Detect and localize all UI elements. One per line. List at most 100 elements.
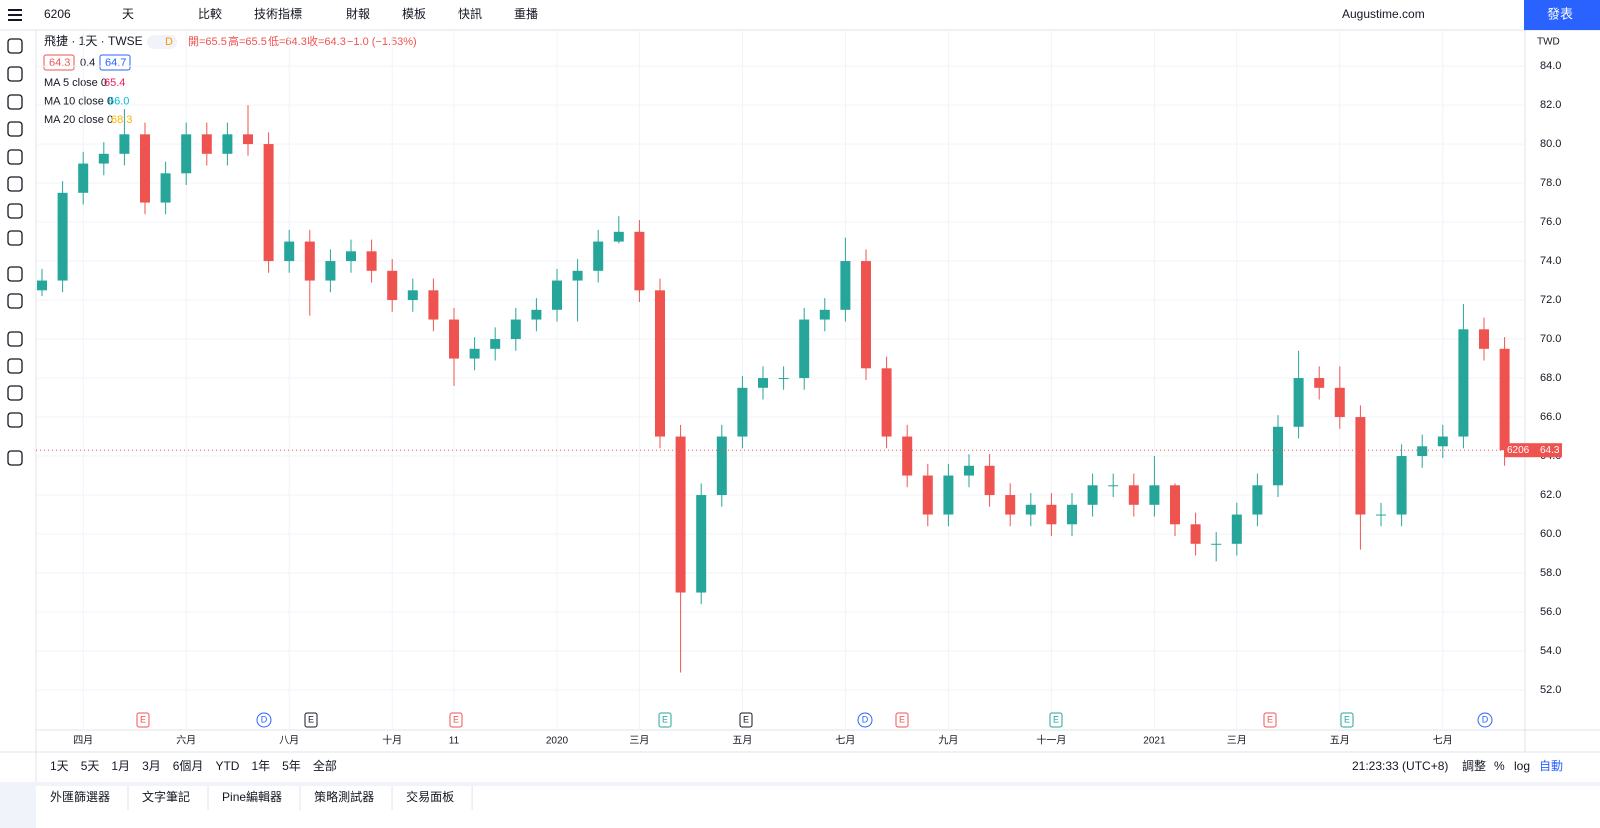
event-label[interactable]: D <box>1482 714 1489 724</box>
financials[interactable]: 財報 <box>346 6 370 21</box>
tool-icon[interactable] <box>7 121 23 137</box>
event-label[interactable]: E <box>1053 714 1059 724</box>
tool-icon[interactable] <box>7 450 23 466</box>
auto[interactable]: 自動 <box>1539 759 1563 773</box>
candle-body <box>1458 329 1469 437</box>
candle-body <box>1376 514 1386 516</box>
candle-body <box>1211 543 1222 545</box>
y-tick-label: 78.0 <box>1540 177 1561 189</box>
tool-icon[interactable] <box>7 94 23 110</box>
tool-icon[interactable] <box>7 331 23 347</box>
event-icon[interactable] <box>256 712 272 728</box>
last-price-box <box>1504 443 1562 458</box>
percent[interactable]: % <box>1494 759 1505 773</box>
range-button[interactable]: 全部 <box>313 758 337 773</box>
tool-icon[interactable] <box>7 203 23 219</box>
event-label[interactable]: E <box>1267 714 1273 724</box>
alerts[interactable]: 快訊 <box>458 6 482 21</box>
range-button[interactable]: 5天 <box>81 759 100 773</box>
x-tick-label: 2021 <box>1143 736 1166 747</box>
event-icon[interactable] <box>304 712 318 728</box>
candle-body <box>407 290 418 301</box>
candle-body <box>1417 446 1428 457</box>
top-bar <box>0 0 1600 30</box>
range-button[interactable]: 5年 <box>282 759 301 773</box>
event-icon[interactable] <box>857 712 873 728</box>
event-icon[interactable] <box>1477 712 1493 728</box>
event-icon[interactable] <box>1263 712 1277 728</box>
event-label[interactable]: E <box>1344 714 1350 724</box>
currency[interactable]: TWD <box>1537 37 1560 48</box>
tool-icon[interactable] <box>7 293 23 309</box>
indicators[interactable]: 技術指標 <box>254 6 302 21</box>
event-label[interactable]: D <box>261 714 268 724</box>
tool-icon[interactable] <box>7 230 23 246</box>
ma-name: MA 5 close 0 <box>44 77 107 89</box>
compare[interactable]: 比較 <box>198 6 222 21</box>
event-label[interactable]: E <box>743 714 749 724</box>
ma-value: 65.4 <box>104 77 125 89</box>
candle-body <box>1149 485 1160 505</box>
event-label[interactable]: E <box>308 714 314 724</box>
y-tick-label: 70.0 <box>1540 333 1561 345</box>
candle-body <box>984 465 995 496</box>
event-icon[interactable] <box>449 712 463 728</box>
menu-icon[interactable] <box>8 9 22 21</box>
templates[interactable]: 模板 <box>402 7 426 21</box>
candle-body <box>428 290 439 320</box>
legend-close: 收=64.3 <box>307 34 346 48</box>
x-tick-label: 十一月 <box>1036 734 1066 747</box>
range-button[interactable]: 1天 <box>50 759 69 773</box>
event-label[interactable]: E <box>662 714 668 724</box>
tool-icon[interactable] <box>7 66 23 82</box>
symbol[interactable]: 6206 <box>44 7 71 21</box>
range-button[interactable]: 1月 <box>111 759 130 773</box>
adjust[interactable]: 調整 <box>1462 758 1486 773</box>
log[interactable]: log <box>1514 759 1530 773</box>
publish-button[interactable] <box>1524 0 1600 30</box>
event-icon[interactable] <box>895 712 909 728</box>
y-tick-label: 74.0 <box>1540 255 1561 267</box>
legend-title: 飛捷 · 1天 · TWSE <box>44 34 143 48</box>
legend-low: 低=64.3 <box>268 35 307 48</box>
event-label[interactable]: E <box>899 714 905 724</box>
x-tick-label: 九月 <box>938 735 958 747</box>
range-button[interactable]: YTD <box>215 759 239 773</box>
range-button[interactable]: 6個月 <box>173 759 204 773</box>
event-icon[interactable] <box>1049 712 1063 728</box>
candle-body <box>964 465 974 476</box>
event-label[interactable]: E <box>453 714 459 724</box>
candle-body <box>1067 504 1077 525</box>
tool-icon[interactable] <box>7 358 23 374</box>
candle-body <box>1355 417 1366 515</box>
last-symbol: 6206 <box>1507 445 1530 456</box>
tool-icon[interactable] <box>7 176 23 192</box>
badge-bg <box>147 35 177 49</box>
range-button[interactable]: 3月 <box>142 759 161 773</box>
tab[interactable]: 文字筆記 <box>142 789 190 804</box>
candle-body <box>366 251 377 271</box>
event-label[interactable]: E <box>140 714 146 724</box>
tool-icon[interactable] <box>7 412 23 428</box>
interval[interactable]: 天 <box>122 7 134 21</box>
range-button[interactable]: 1年 <box>251 759 270 773</box>
tool-icon[interactable] <box>7 38 23 54</box>
event-icon[interactable] <box>739 712 753 728</box>
event-icon[interactable] <box>136 712 150 728</box>
event-icon[interactable] <box>658 712 672 728</box>
tab[interactable]: 外匯篩選器 <box>50 789 110 804</box>
candle-body <box>861 261 871 369</box>
candle-body <box>1314 378 1325 388</box>
tab[interactable]: Pine編輯器 <box>222 789 282 804</box>
tool-icon[interactable] <box>7 266 23 282</box>
publish-label[interactable]: 發表 <box>1547 6 1573 21</box>
tool-icon[interactable] <box>7 149 23 165</box>
candle-body <box>119 134 130 154</box>
tool-icon[interactable] <box>7 385 23 401</box>
replay[interactable]: 重播 <box>514 7 538 21</box>
tab[interactable]: 交易面板 <box>406 789 454 804</box>
account[interactable]: Augustime.com <box>1342 7 1425 21</box>
event-icon[interactable] <box>1340 712 1354 728</box>
event-label[interactable]: D <box>862 714 869 724</box>
tab[interactable]: 策略測試器 <box>314 789 374 804</box>
